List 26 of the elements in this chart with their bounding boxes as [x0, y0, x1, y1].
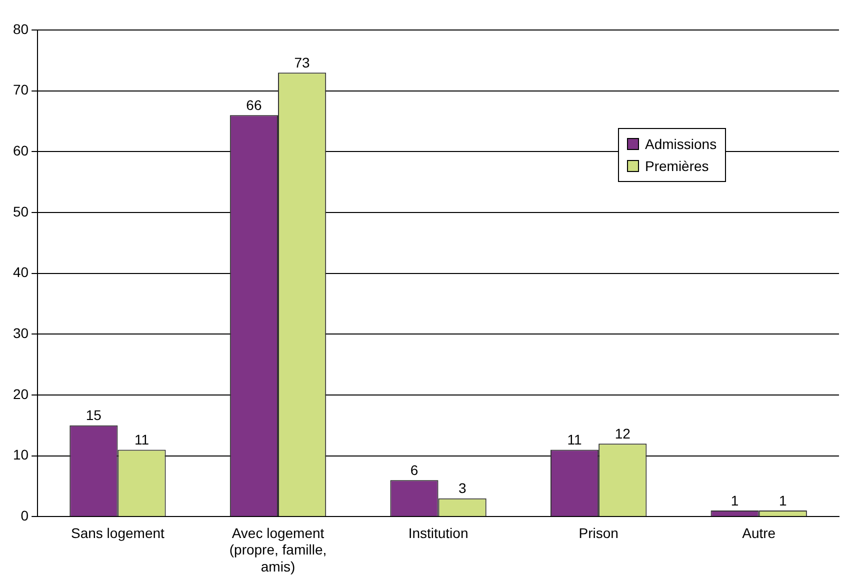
- data-label: 15: [86, 407, 102, 424]
- y-tick-label: 50: [12, 203, 29, 220]
- y-tick-label: 10: [12, 446, 29, 463]
- x-tick-label: Institution: [408, 524, 468, 541]
- data-label: 3: [458, 480, 466, 496]
- y-tick-label: 40: [12, 264, 29, 280]
- x-tick-label: Avec logement (propre, famille, amis): [229, 524, 327, 574]
- x-tick-label: Prison: [578, 524, 618, 541]
- y-tick-label: 0: [20, 507, 29, 524]
- data-label: 1: [779, 492, 787, 508]
- data-label: 66: [246, 97, 262, 114]
- x-tick-label: Sans logement: [71, 524, 165, 541]
- x-tick-label: Autre: [742, 524, 776, 541]
- data-label: 73: [294, 54, 310, 70]
- legend-label: Admissions: [645, 135, 717, 154]
- data-label: 11: [567, 432, 582, 448]
- y-tick-label: 80: [12, 20, 29, 37]
- data-label: 6: [410, 462, 418, 478]
- y-tick-label: 60: [12, 142, 29, 159]
- y-tick-label: 30: [12, 324, 29, 341]
- legend-label: Premières: [645, 157, 709, 176]
- y-tick-label: 20: [12, 386, 29, 402]
- y-tick-label: 70: [12, 82, 29, 98]
- data-label: 11: [134, 432, 150, 448]
- data-label: 12: [614, 425, 631, 442]
- data-label: 1: [730, 492, 739, 508]
